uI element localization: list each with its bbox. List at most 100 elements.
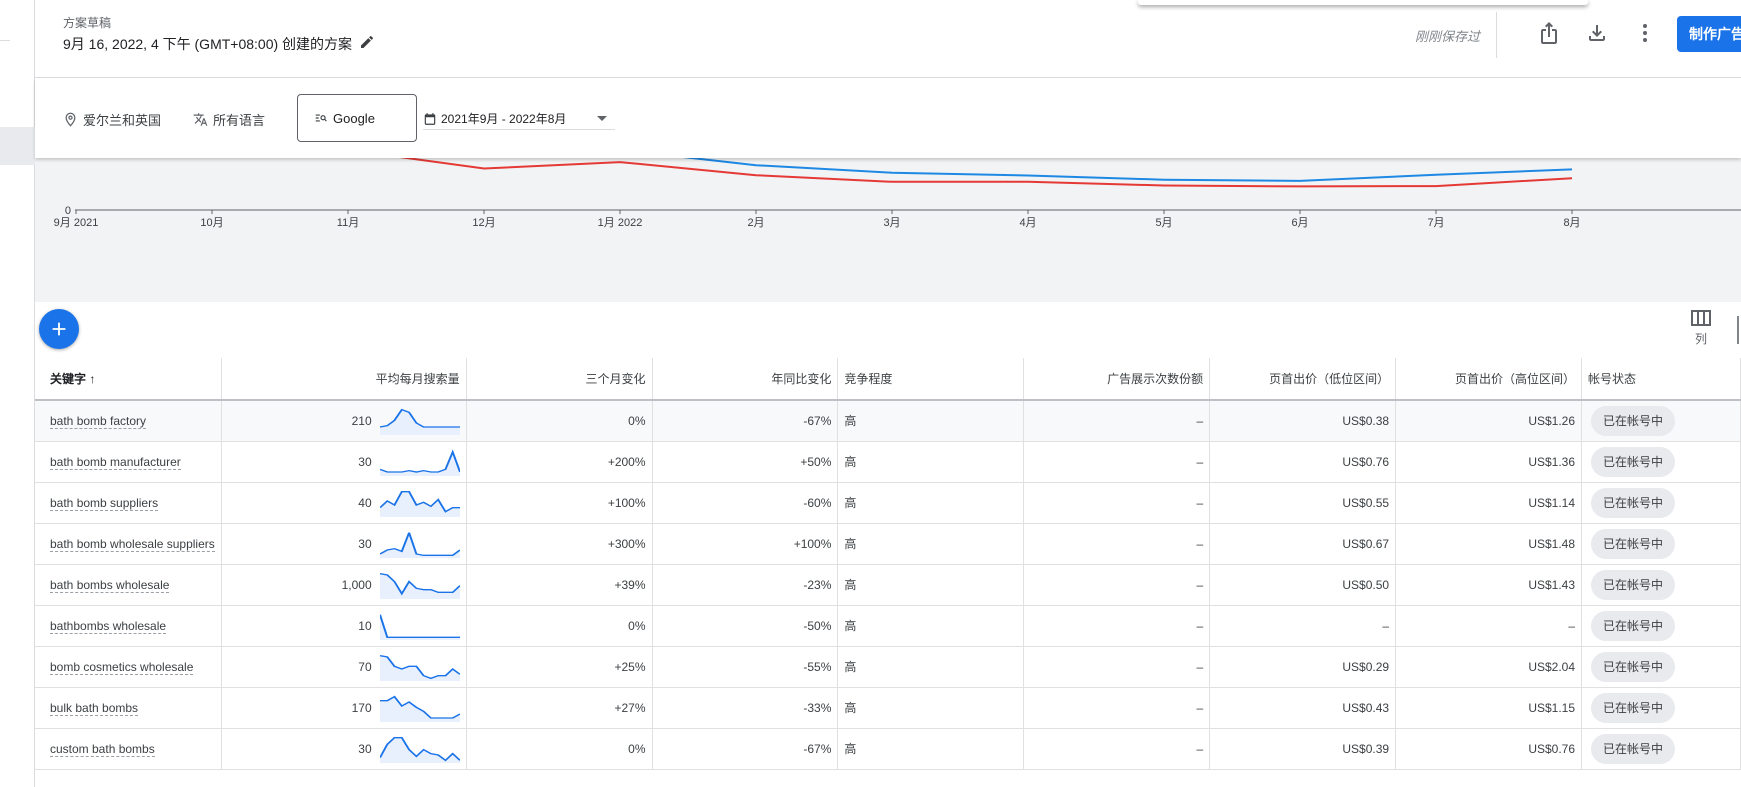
- column-header-status[interactable]: 帐号状态: [1581, 358, 1741, 401]
- keyword-cell[interactable]: custom bath bombs: [35, 728, 222, 770]
- status-chip[interactable]: 已在帐号中: [1591, 569, 1676, 600]
- pencil-icon[interactable]: [359, 34, 375, 50]
- keyword-text: bath bomb suppliers: [50, 495, 159, 511]
- date-range-filter[interactable]: 2021年9月 - 2022年8月: [423, 108, 615, 130]
- plan-title: 9月 16, 2022, 4 下午 (GMT+08:00) 创建的方案: [63, 36, 353, 52]
- competition-cell: 高: [837, 482, 1025, 524]
- column-header-competition[interactable]: 竞争程度: [837, 358, 1025, 401]
- columns-label: 列: [1694, 332, 1707, 346]
- draft-label: 方案草稿: [63, 16, 112, 30]
- table-row[interactable]: bath bomb wholesale suppliers 30 +300% +100…: [35, 523, 1741, 565]
- yoy-change-cell: -23%: [652, 564, 839, 606]
- status-cell: 已在帐号中: [1581, 482, 1741, 524]
- add-keywords-button[interactable]: [39, 309, 79, 349]
- competition-cell: 高: [837, 564, 1025, 606]
- x-tick-label: 9月 2021: [54, 217, 99, 229]
- create-ads-button[interactable]: 制作广告: [1677, 16, 1741, 52]
- sparkline-line: [379, 531, 460, 556]
- keyword-cell[interactable]: bathbombs wholesale: [35, 605, 222, 647]
- x-tick-label: 4月: [1019, 217, 1036, 229]
- language-filter-label: 所有语言: [213, 113, 266, 128]
- status-cell: 已在帐号中: [1581, 605, 1741, 647]
- x-tick-label: 6月: [1291, 217, 1308, 229]
- three-month-change-cell: +39%: [466, 564, 653, 606]
- location-filter[interactable]: 爱尔兰和英国: [63, 110, 161, 129]
- keyword-text: custom bath bombs: [50, 741, 155, 757]
- table-row[interactable]: bath bombs wholesale 1,000 +39% -23% 高 – US$0.…: [35, 564, 1741, 606]
- keyword-cell[interactable]: bomb cosmetics wholesale: [35, 646, 222, 688]
- bid-low-cell: –: [1209, 605, 1397, 647]
- yoy-change-cell: +50%: [652, 441, 839, 483]
- language-filter[interactable]: 所有语言: [193, 110, 265, 129]
- status-chip[interactable]: 已在帐号中: [1591, 528, 1676, 559]
- yoy-change-cell: -67%: [652, 728, 839, 770]
- keyword-text: bomb cosmetics wholesale: [50, 659, 194, 675]
- series-line-1: [76, 150, 1573, 188]
- columns-button[interactable]: 列: [1683, 310, 1719, 354]
- table-row[interactable]: bath bomb suppliers 40 +100% -60% 高 – US$0.55 U…: [35, 482, 1741, 524]
- trend-sparkline: [379, 736, 460, 763]
- bid-high-cell: –: [1395, 605, 1583, 647]
- status-chip[interactable]: 已在帐号中: [1591, 487, 1676, 518]
- sparkline-line: [379, 490, 460, 513]
- column-header-yoy[interactable]: 年同比变化: [652, 358, 839, 401]
- keyword-table-body: bath bomb factory 210 0% -67% 高 – US$0.38 US$1.…: [35, 400, 1741, 770]
- keyword-cell[interactable]: bath bomb factory: [35, 400, 222, 442]
- keyword-cell[interactable]: bath bomb manufacturer: [35, 441, 222, 483]
- bid-low-cell: US$0.29: [1209, 646, 1397, 688]
- share-icon[interactable]: [1537, 21, 1561, 45]
- keyword-cell[interactable]: bath bomb suppliers: [35, 482, 222, 524]
- bid-high-cell: US$1.14: [1395, 482, 1583, 524]
- calendar-icon: [424, 112, 436, 125]
- table-row[interactable]: bath bomb factory 210 0% -67% 高 – US$0.38 US$1.…: [35, 400, 1741, 442]
- impression-share-cell: –: [1023, 400, 1211, 442]
- status-chip[interactable]: 已在帐号中: [1591, 446, 1676, 477]
- column-header-bid-low[interactable]: 页首出价（低位区间）: [1209, 358, 1397, 401]
- keyword-cell[interactable]: bulk bath bombs: [35, 687, 222, 729]
- sparkline-line: [379, 736, 460, 761]
- sparkline-area: [379, 573, 460, 599]
- status-chip[interactable]: 已在帐号中: [1591, 733, 1676, 764]
- status-chip[interactable]: 已在帐号中: [1591, 405, 1676, 436]
- trend-sparkline: [379, 448, 460, 476]
- three-month-change-cell: +25%: [466, 646, 653, 688]
- network-filter-label: Google: [333, 110, 375, 126]
- column-header-volume[interactable]: 平均每月搜索量: [221, 358, 467, 401]
- rail-divider: [0, 40, 10, 41]
- column-header-impression-share[interactable]: 广告展示次数份额: [1023, 358, 1211, 401]
- table-row[interactable]: custom bath bombs 30 0% -67% 高 – US$0.39 US$0.7…: [35, 728, 1741, 770]
- status-cell: 已在帐号中: [1581, 441, 1741, 483]
- table-row[interactable]: bomb cosmetics wholesale 70 +25% -55% 高 – US$0…: [35, 646, 1741, 688]
- volume-cell: 30: [221, 728, 467, 770]
- status-cell: 已在帐号中: [1581, 728, 1741, 770]
- column-header-three-month[interactable]: 三个月变化: [466, 358, 653, 401]
- table-row[interactable]: bulk bath bombs 170 +27% -33% 高 – US$0.43 US$1.…: [35, 687, 1741, 729]
- network-filter[interactable]: Google: [297, 94, 417, 142]
- status-chip[interactable]: 已在帐号中: [1591, 651, 1676, 682]
- rail-selected-item[interactable]: [0, 127, 35, 165]
- keyword-cell[interactable]: bath bomb wholesale suppliers: [35, 523, 222, 565]
- more-vert-icon[interactable]: [1633, 21, 1657, 45]
- bid-high-cell: US$2.04: [1395, 646, 1583, 688]
- bid-low-cell: US$0.39: [1209, 728, 1397, 770]
- search-network-icon: [315, 114, 327, 122]
- status-chip[interactable]: 已在帐号中: [1591, 692, 1676, 723]
- download-icon[interactable]: [1585, 21, 1609, 45]
- competition-cell: 高: [837, 441, 1025, 483]
- column-header-bid-high[interactable]: 页首出价（高位区间）: [1395, 358, 1583, 401]
- bid-low-cell: US$0.67: [1209, 523, 1397, 565]
- keyword-text: bath bombs wholesale: [50, 577, 170, 593]
- bid-high-cell: US$1.26: [1395, 400, 1583, 442]
- impression-share-cell: –: [1023, 728, 1211, 770]
- keyword-cell[interactable]: bath bombs wholesale: [35, 564, 222, 606]
- column-header-label: 关键字: [50, 372, 87, 386]
- date-range-label: 2021年9月 - 2022年8月: [441, 112, 567, 126]
- table-row[interactable]: bath bomb manufacturer 30 +200% +50% 高 – US$0.…: [35, 441, 1741, 483]
- table-row[interactable]: bathbombs wholesale 10 0% -50% 高 – – – 已在帐号中: [35, 605, 1741, 647]
- keyword-text: bathbombs wholesale: [50, 618, 167, 634]
- sparkline-line: [379, 408, 460, 428]
- column-header-keyword[interactable]: 关键字 ↑: [35, 358, 222, 401]
- status-chip[interactable]: 已在帐号中: [1591, 610, 1676, 641]
- series-line-0: [404, 150, 1573, 182]
- bid-low-cell: US$0.55: [1209, 482, 1397, 524]
